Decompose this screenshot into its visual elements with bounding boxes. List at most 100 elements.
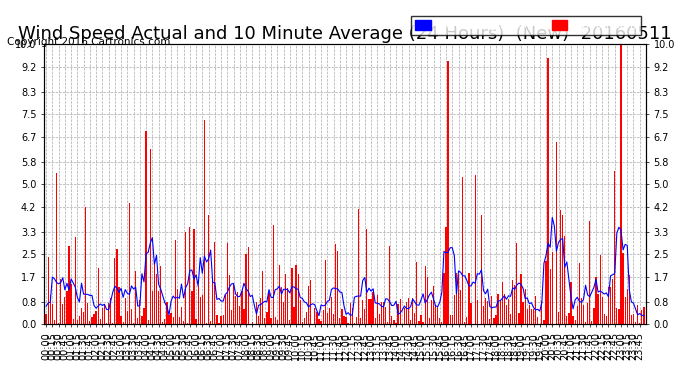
Bar [308,286,309,324]
Bar [489,318,491,324]
Bar [404,308,405,324]
Bar [318,319,319,324]
Bar [549,269,551,324]
Bar [60,279,61,324]
Bar [591,321,593,324]
Bar [471,303,472,324]
Bar [504,294,505,324]
Bar [331,297,332,324]
Bar [360,318,362,324]
Bar [375,318,376,324]
Bar [356,317,357,324]
Bar [641,310,642,324]
Bar [506,305,507,324]
Bar [371,299,372,324]
Bar [239,306,240,324]
Bar [555,142,557,324]
Bar [181,307,182,324]
Bar [333,314,334,324]
Bar [233,284,234,324]
Bar [141,316,143,324]
Bar [252,322,253,324]
Bar [516,243,518,324]
Bar [222,315,224,324]
Bar [452,315,453,324]
Bar [237,292,238,324]
Bar [627,289,628,324]
Bar [412,298,413,324]
Bar [383,302,384,324]
Bar [524,289,526,324]
Bar [379,314,380,324]
Bar [475,176,476,324]
Bar [58,323,59,324]
Bar [426,277,428,324]
Bar [52,304,53,324]
Bar [431,300,432,324]
Bar [99,319,101,324]
Bar [502,282,503,324]
Bar [514,285,515,324]
Bar [144,308,145,324]
Bar [48,257,49,324]
Bar [191,291,193,324]
Bar [526,309,528,324]
Bar [85,207,86,324]
Bar [612,279,613,324]
Bar [62,304,63,324]
Bar [643,307,644,324]
Bar [587,303,589,324]
Bar [210,321,211,324]
Bar [206,322,207,324]
Bar [352,308,353,324]
Bar [56,173,57,324]
Bar [54,321,55,324]
Bar [531,309,532,324]
Bar [195,319,197,324]
Bar [362,300,364,324]
Bar [283,302,284,324]
Bar [285,274,286,324]
Bar [462,177,463,324]
Bar [483,306,484,324]
Bar [101,308,103,324]
Bar [72,319,74,324]
Bar [129,203,130,324]
Bar [495,315,497,324]
Bar [302,322,303,324]
Bar [629,275,630,324]
Bar [529,305,530,324]
Bar [320,321,322,324]
Bar [381,302,382,324]
Bar [110,298,111,324]
Bar [91,316,92,324]
Bar [127,311,128,324]
Bar [418,321,420,324]
Bar [337,251,338,324]
Bar [493,318,495,324]
Bar [164,320,166,324]
Bar [335,244,336,324]
Bar [422,321,424,324]
Bar [564,236,565,324]
Bar [585,322,586,324]
Bar [83,312,84,324]
Bar [558,312,559,324]
Bar [589,221,591,324]
Bar [168,315,170,324]
Bar [387,322,388,324]
Bar [508,299,509,324]
Bar [610,287,611,324]
Bar [150,149,151,324]
Bar [177,289,178,324]
Bar [579,262,580,324]
Bar [543,320,544,324]
Bar [316,312,317,324]
Bar [439,318,440,324]
Bar [635,322,636,324]
Bar [618,309,620,324]
Bar [170,313,172,324]
Bar [633,314,634,324]
Bar [326,313,328,324]
Bar [428,318,430,324]
